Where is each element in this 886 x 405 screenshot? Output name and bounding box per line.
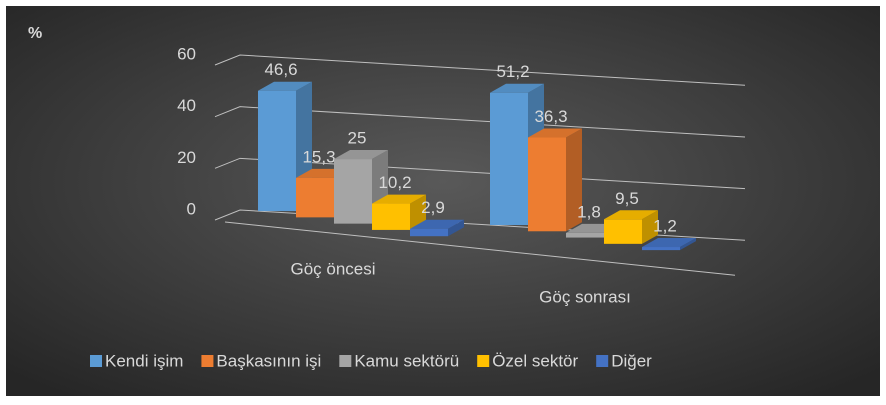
bar-side bbox=[680, 238, 696, 251]
bar-top bbox=[604, 210, 658, 220]
legend-swatch bbox=[90, 355, 102, 367]
bar bbox=[410, 228, 448, 237]
legend-label: Kendi işim bbox=[105, 351, 183, 370]
data-label: 1,2 bbox=[653, 217, 677, 236]
legend-swatch bbox=[339, 355, 352, 367]
bar-side bbox=[566, 128, 582, 232]
data-label: 51,2 bbox=[496, 62, 529, 81]
data-label: 1,8 bbox=[577, 202, 601, 221]
data-label: 15,3 bbox=[302, 147, 335, 166]
grid-line bbox=[214, 106, 746, 138]
grid-line bbox=[214, 54, 746, 86]
bar-side bbox=[642, 210, 658, 244]
x-tick-label: Göç öncesi bbox=[290, 259, 375, 278]
y-tick-label: 60 bbox=[177, 44, 196, 63]
bar bbox=[258, 90, 296, 212]
floor-edge bbox=[224, 221, 736, 276]
x-tick-label: Göç sonrası bbox=[539, 287, 631, 306]
bar bbox=[566, 232, 604, 238]
bar bbox=[296, 177, 334, 218]
y-tick-label: 20 bbox=[177, 148, 196, 167]
bar-side bbox=[448, 219, 464, 237]
data-label: 46,6 bbox=[264, 60, 297, 79]
bar bbox=[642, 247, 680, 251]
y-tick-label: 0 bbox=[187, 199, 196, 218]
bar-top bbox=[490, 83, 544, 93]
bar-side bbox=[410, 194, 426, 230]
bar bbox=[528, 137, 566, 232]
legend-swatch bbox=[596, 355, 609, 367]
bar bbox=[604, 219, 642, 244]
bar bbox=[372, 203, 410, 230]
legend-label: Diğer bbox=[611, 351, 652, 370]
bar-top bbox=[410, 219, 464, 229]
y-tick-label: 40 bbox=[177, 96, 196, 115]
legend-swatch bbox=[201, 355, 214, 367]
legend-swatch bbox=[477, 355, 490, 367]
data-label: 25 bbox=[348, 129, 367, 148]
data-label: 2,9 bbox=[421, 198, 445, 217]
data-label: 10,2 bbox=[378, 173, 411, 192]
background bbox=[6, 6, 880, 396]
legend-label: Kamu sektörü bbox=[354, 351, 459, 370]
y-axis-label: % bbox=[28, 25, 42, 42]
bar-top bbox=[334, 150, 388, 160]
bar bbox=[490, 92, 528, 225]
bar-top bbox=[372, 194, 426, 204]
legend-label: Başkasının işi bbox=[216, 351, 321, 370]
bar-top bbox=[642, 238, 696, 248]
data-label: 9,5 bbox=[615, 189, 639, 208]
bar-top bbox=[528, 128, 582, 138]
data-label: 36,3 bbox=[534, 107, 567, 126]
bar-top bbox=[258, 81, 312, 91]
legend-label: Özel sektör bbox=[492, 351, 578, 370]
bar bbox=[334, 159, 372, 224]
